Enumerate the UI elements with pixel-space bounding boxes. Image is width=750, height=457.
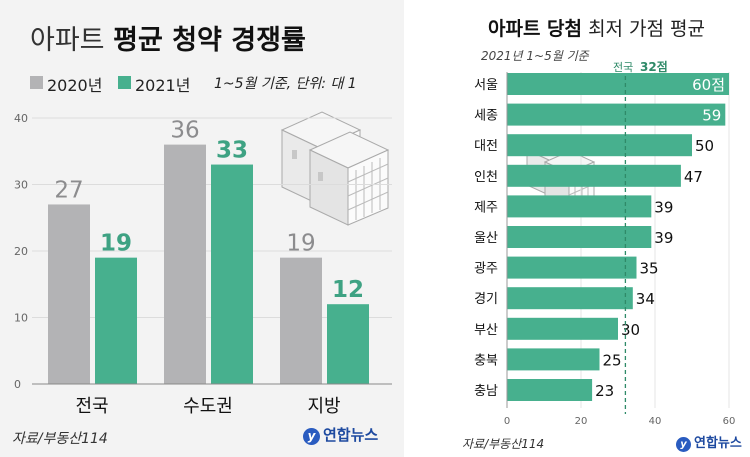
- hbar-value-label: 35: [640, 260, 659, 278]
- legend-label-2020: 2020년: [47, 76, 103, 95]
- y-category-label: 충남: [474, 384, 498, 399]
- hbar-value-label: 23: [595, 382, 614, 400]
- hbar-인천: [507, 164, 681, 187]
- hbar-충남: [507, 379, 593, 401]
- right-source: 자료/부동산114: [462, 437, 545, 451]
- right-logo-text: 연합뉴스: [694, 436, 742, 451]
- bar-value-label: 36: [170, 118, 199, 144]
- left-chart-title: 아파트 평균 청약 경쟁률: [30, 18, 306, 57]
- hbar-value-label: 60점: [692, 76, 725, 94]
- hbar-울산: [507, 226, 652, 248]
- bar-2021년: [211, 164, 253, 384]
- x-category-label: 지방: [307, 396, 340, 417]
- hbar-서울: [507, 73, 729, 95]
- yonhap-logo-icon: y: [676, 437, 691, 452]
- reference-line-label-prefix: 전국: [613, 61, 633, 74]
- right-title-light: 최저 가점 평균: [588, 18, 706, 40]
- y-tick-label: 40: [14, 112, 28, 125]
- x-tick-label: 20: [575, 416, 588, 427]
- hbar-value-label: 39: [654, 229, 673, 247]
- bar-2020년: [280, 257, 322, 384]
- hbar-제주: [507, 195, 652, 218]
- right-title-bold: 아파트 당첨: [488, 18, 583, 40]
- bar-value-label: 19: [286, 231, 315, 257]
- bar-value-label: 33: [216, 138, 248, 164]
- hbar-경기: [507, 287, 633, 310]
- hbar-충북: [507, 348, 600, 371]
- left-title-light: 아파트: [30, 25, 105, 56]
- y-tick-label: 20: [14, 245, 28, 258]
- y-category-label: 경기: [474, 292, 498, 307]
- apartment-building-icon: [280, 111, 390, 226]
- hbar-세종: [507, 103, 726, 126]
- hbar-부산: [507, 317, 618, 340]
- legend-swatch-2020: [30, 76, 43, 89]
- bar-value-label: 27: [54, 177, 83, 203]
- bar-2021년: [95, 257, 137, 384]
- y-category-label: 충북: [474, 353, 498, 368]
- bar-2020년: [164, 144, 206, 384]
- hbar-value-label: 30: [621, 321, 640, 339]
- hbar-광주: [507, 256, 637, 279]
- hbar-value-label: 34: [636, 290, 655, 308]
- y-category-label: 인천: [474, 170, 498, 185]
- x-category-label: 수도권: [183, 396, 233, 417]
- y-category-label: 제주: [474, 200, 498, 215]
- x-tick-label: 40: [649, 416, 662, 427]
- hbar-value-label: 59: [702, 107, 721, 125]
- y-tick-label: 30: [14, 179, 28, 192]
- hbar-value-label: 25: [603, 351, 622, 369]
- reference-line-label-value: 32점: [640, 59, 668, 74]
- hbar-대전: [507, 134, 692, 157]
- y-category-label: 세종: [474, 109, 498, 124]
- y-category-label: 울산: [474, 231, 498, 246]
- legend-swatch-2021: [118, 76, 131, 89]
- left-title-bold: 평균 청약 경쟁률: [113, 25, 306, 56]
- x-tick-label: 60: [723, 416, 736, 427]
- hbar-value-label: 39: [654, 198, 673, 216]
- right-chart-subtitle: 2021년 1~5월 기준: [481, 49, 589, 63]
- y-category-label: 부산: [474, 323, 498, 338]
- y-category-label: 대전: [474, 139, 498, 154]
- left-logo-text: 연합뉴스: [323, 426, 379, 444]
- bar-value-label: 12: [332, 277, 364, 303]
- left-chart-note: 1~5월 기준, 단위: 대 1: [214, 76, 357, 92]
- left-source: 자료/부동산114: [12, 431, 108, 447]
- bar-2020년: [48, 204, 90, 384]
- x-tick-label: 0: [504, 416, 510, 427]
- bar-value-label: 19: [100, 231, 132, 257]
- legend-label-2021: 2021년: [135, 76, 191, 95]
- right-logo: y 연합뉴스: [676, 432, 742, 452]
- y-tick-label: 10: [14, 312, 28, 325]
- x-category-label: 전국: [75, 396, 108, 417]
- right-chart-title: 아파트 당첨 최저 가점 평균: [488, 14, 705, 41]
- y-category-label: 서울: [474, 78, 498, 93]
- y-tick-label: 0: [14, 378, 21, 391]
- hbar-value-label: 47: [684, 168, 703, 186]
- y-category-label: 광주: [474, 262, 498, 277]
- hbar-value-label: 50: [695, 137, 714, 155]
- left-logo: y 연합뉴스: [303, 424, 378, 445]
- yonhap-logo-icon: y: [303, 428, 320, 445]
- bar-2021년: [327, 304, 369, 384]
